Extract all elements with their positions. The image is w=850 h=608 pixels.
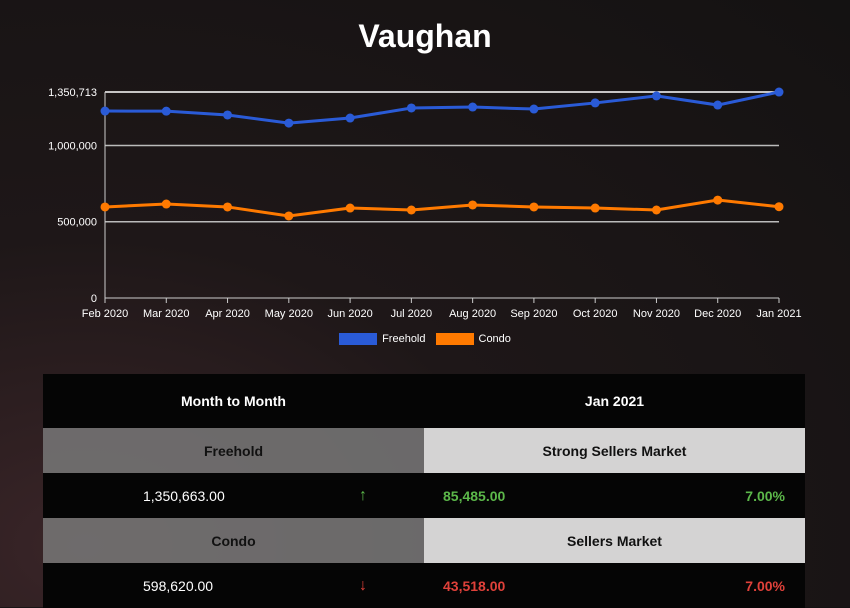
- line-chart: 0 500,000 1,000,000 1,350,713 Feb 2020 Mar 20…: [48, 87, 802, 320]
- condo-point: [345, 203, 355, 213]
- condo-point: [223, 202, 233, 212]
- freehold-point: [284, 118, 294, 128]
- condo-point: [284, 211, 294, 221]
- market-table: Month to Month Jan 2021 Freehold Strong …: [43, 374, 805, 608]
- freehold-point: [774, 87, 784, 97]
- y-tick-label: 500,000: [57, 217, 97, 229]
- x-tick-label: Aug 2020: [449, 308, 496, 320]
- condo-point: [529, 202, 539, 212]
- freehold-point: [713, 100, 723, 110]
- condo-point: [468, 200, 478, 210]
- legend-swatch: [339, 333, 378, 345]
- legend-label: Condo: [478, 333, 511, 345]
- x-tick-label: Dec 2020: [694, 308, 741, 320]
- freehold-point: [100, 106, 110, 116]
- percent-value: 7.00%: [745, 487, 785, 504]
- market-label: Sellers Market: [424, 518, 805, 563]
- condo-point: [651, 205, 661, 215]
- x-tick-label: Jul 2020: [391, 308, 433, 320]
- type-label: Condo: [43, 518, 424, 563]
- arrow-up-icon: ↑: [359, 486, 367, 504]
- change-value: 43,518.00: [443, 577, 506, 594]
- x-tick-label: Apr 2020: [205, 308, 250, 320]
- y-tick-label: 1,350,713: [48, 87, 97, 99]
- table-header: Month to Month Jan 2021: [43, 374, 805, 428]
- condo-point: [406, 205, 416, 215]
- freehold-point: [161, 106, 171, 116]
- price-value: 1,350,663.00: [143, 487, 225, 504]
- x-tick-label: Nov 2020: [633, 308, 680, 320]
- change-value: 85,485.00: [443, 487, 506, 504]
- condo-point: [161, 199, 171, 209]
- freehold-line: [104, 90, 780, 125]
- table-row-condo-header: Condo Sellers Market: [43, 518, 805, 563]
- y-tick-label: 1,000,000: [48, 140, 97, 152]
- x-tick-label: Mar 2020: [143, 308, 189, 320]
- type-label: Freehold: [43, 428, 424, 473]
- x-tick-label: Jan 2021: [756, 308, 801, 320]
- header-month-to-month: Month to Month: [181, 393, 286, 409]
- x-tick-label: Oct 2020: [573, 308, 618, 320]
- legend-item-condo[interactable]: Condo: [435, 333, 511, 345]
- freehold-point: [590, 98, 600, 108]
- x-tick-label: Feb 2020: [82, 308, 128, 320]
- table-row-freehold-values: 1,350,663.00 ↑ 85,485.00 7.00%: [43, 473, 805, 518]
- y-tick-label: 0: [91, 293, 97, 305]
- freehold-point: [529, 104, 539, 114]
- legend-item-freehold[interactable]: Freehold: [339, 333, 426, 345]
- condo-line: [104, 198, 780, 218]
- legend-swatch: [435, 333, 474, 345]
- arrow-down-icon: ↓: [359, 576, 367, 594]
- condo-point: [774, 202, 784, 212]
- freehold-point: [345, 113, 355, 123]
- header-month: Jan 2021: [584, 393, 645, 409]
- legend: Freehold Condo: [0, 333, 850, 345]
- condo-point: [713, 195, 723, 205]
- table-row-freehold-header: Freehold Strong Sellers Market: [43, 428, 805, 473]
- condo-point: [590, 203, 600, 213]
- freehold-point: [651, 91, 661, 101]
- percent-value: 7.00%: [745, 577, 785, 594]
- x-tick-label: Jun 2020: [327, 308, 372, 320]
- freehold-point: [468, 102, 478, 112]
- page-title: Vaughan: [358, 18, 492, 54]
- market-label: Strong Sellers Market: [424, 428, 805, 473]
- legend-label: Freehold: [382, 333, 426, 345]
- freehold-point: [223, 110, 233, 120]
- table-row-condo-values: 598,620.00 ↓ 43,518.00 7.00%: [43, 563, 805, 608]
- condo-point: [100, 202, 110, 212]
- price-value: 598,620.00: [143, 577, 214, 594]
- x-tick-label: Sep 2020: [510, 308, 557, 320]
- x-tick-label: May 2020: [265, 308, 313, 320]
- freehold-point: [406, 103, 416, 113]
